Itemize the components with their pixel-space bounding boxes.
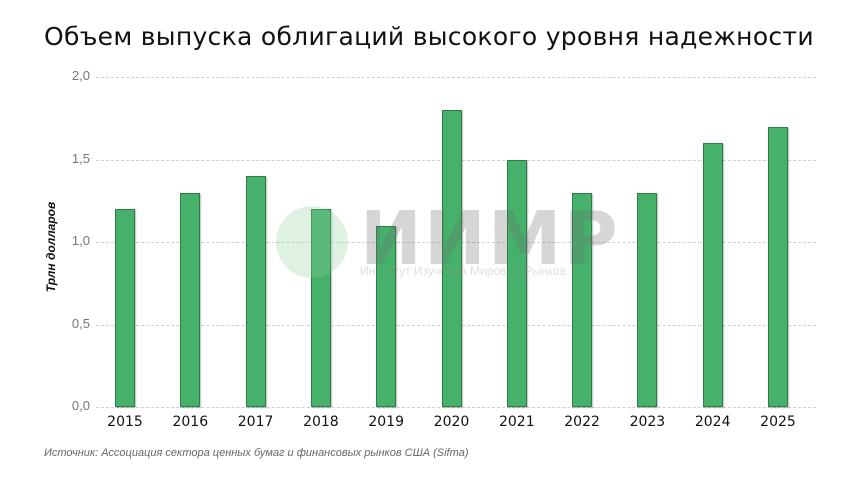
y-tick-label: 1,0 [71, 233, 90, 248]
source-note: Источник: Ассоциация сектора ценных бума… [44, 447, 469, 459]
x-tick-label: 2025 [760, 414, 796, 430]
bar-2015 [115, 209, 135, 407]
y-tick-label: 2,0 [71, 68, 90, 83]
gridline [96, 77, 816, 78]
bar-2024 [702, 143, 723, 407]
x-tick-label: 2022 [564, 414, 600, 430]
y-tick-label: 1,5 [71, 150, 90, 166]
x-tick-label: 2017 [237, 414, 274, 430]
bar-2019 [376, 225, 397, 407]
bar-2022 [572, 192, 593, 407]
bar-2023 [637, 192, 658, 407]
x-tick-label: 2023 [629, 414, 666, 430]
bar-2020 [441, 110, 462, 407]
x-tick-label: 2019 [368, 414, 404, 430]
x-tick-label: 2021 [498, 414, 535, 430]
bar-2025 [768, 126, 788, 407]
y-tick-label: 0,5 [71, 315, 90, 331]
x-tick-label: 2015 [107, 414, 143, 430]
gridline [96, 407, 816, 408]
chart-title: Объем выпуска облигаций высокого уровня … [44, 22, 814, 51]
bar-2021 [506, 159, 527, 407]
bar-2016 [180, 192, 201, 407]
y-tick-label: 0,0 [71, 398, 90, 413]
x-tick-label: 2020 [433, 414, 470, 430]
bar-2018 [310, 209, 331, 407]
x-tick-label: 2018 [303, 414, 339, 430]
x-tick-label: 2016 [172, 414, 209, 430]
x-tick-label: 2024 [694, 414, 731, 430]
bar-2017 [245, 176, 266, 407]
